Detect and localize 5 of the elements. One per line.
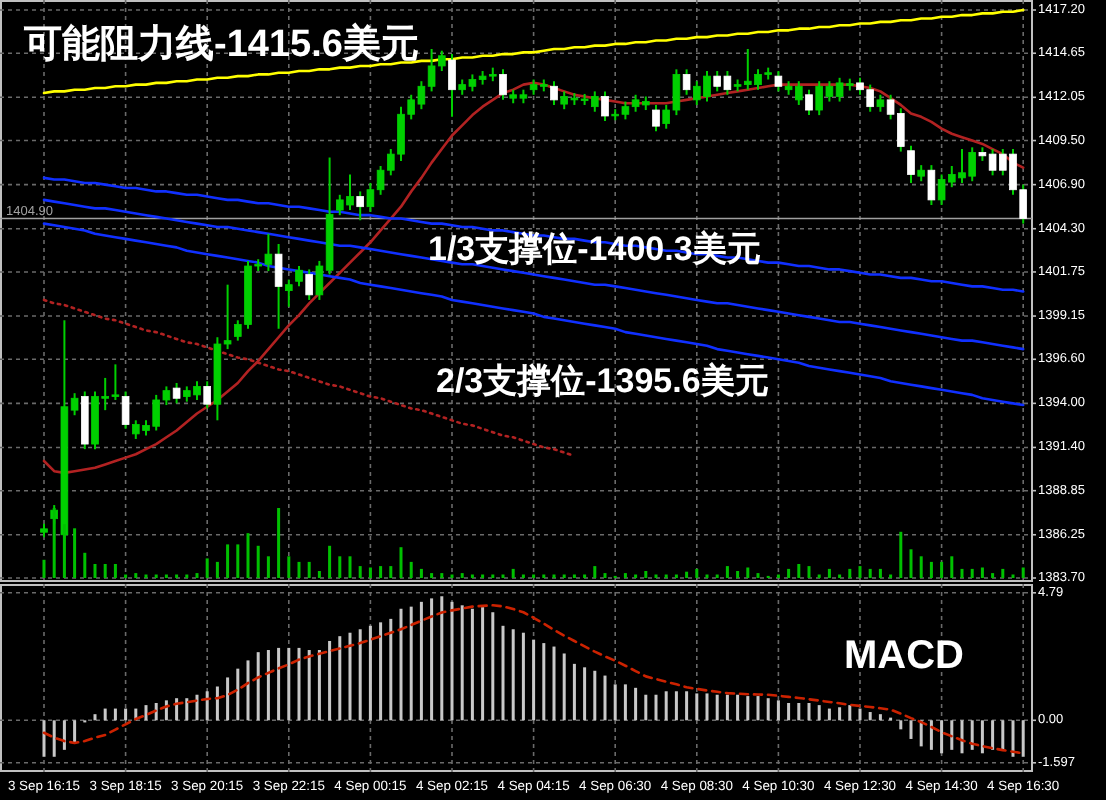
annotation: 2/3支撑位-1395.6美元 [436, 362, 769, 400]
line-series [42, 604, 1025, 755]
annotation: 可能阻力线-1415.6美元 [22, 22, 419, 66]
line-series [42, 222, 1025, 407]
text: MACD [844, 634, 964, 678]
